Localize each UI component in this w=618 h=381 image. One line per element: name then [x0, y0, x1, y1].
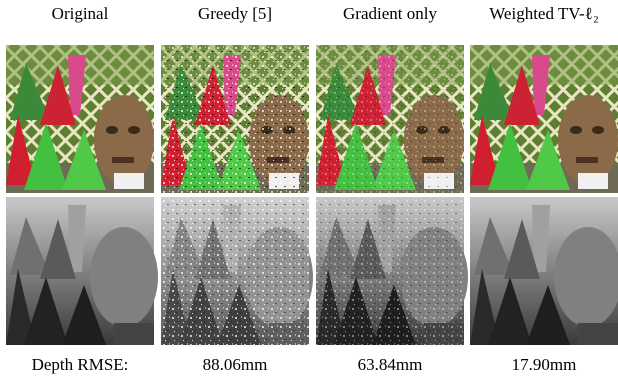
footer-label: Depth RMSE:	[32, 355, 129, 374]
rmse-value: 63.84mm	[358, 355, 423, 374]
image-greedy	[161, 45, 313, 345]
column-title: Original	[52, 4, 109, 23]
figure: Original Greedy [5] Gradient only Weight…	[0, 0, 618, 381]
page: {"columns": ["Original", "Greedy [5]", "…	[0, 0, 618, 381]
column-title: Weighted TV-ℓ₂	[489, 4, 599, 23]
rmse-value: 17.90mm	[512, 355, 577, 374]
image-weighted-tv	[470, 45, 618, 345]
image-gradient	[316, 45, 468, 345]
image-original	[6, 45, 158, 345]
column-title: Greedy [5]	[198, 4, 272, 23]
column-title: Gradient only	[343, 4, 437, 23]
rmse-value: 88.06mm	[203, 355, 268, 374]
